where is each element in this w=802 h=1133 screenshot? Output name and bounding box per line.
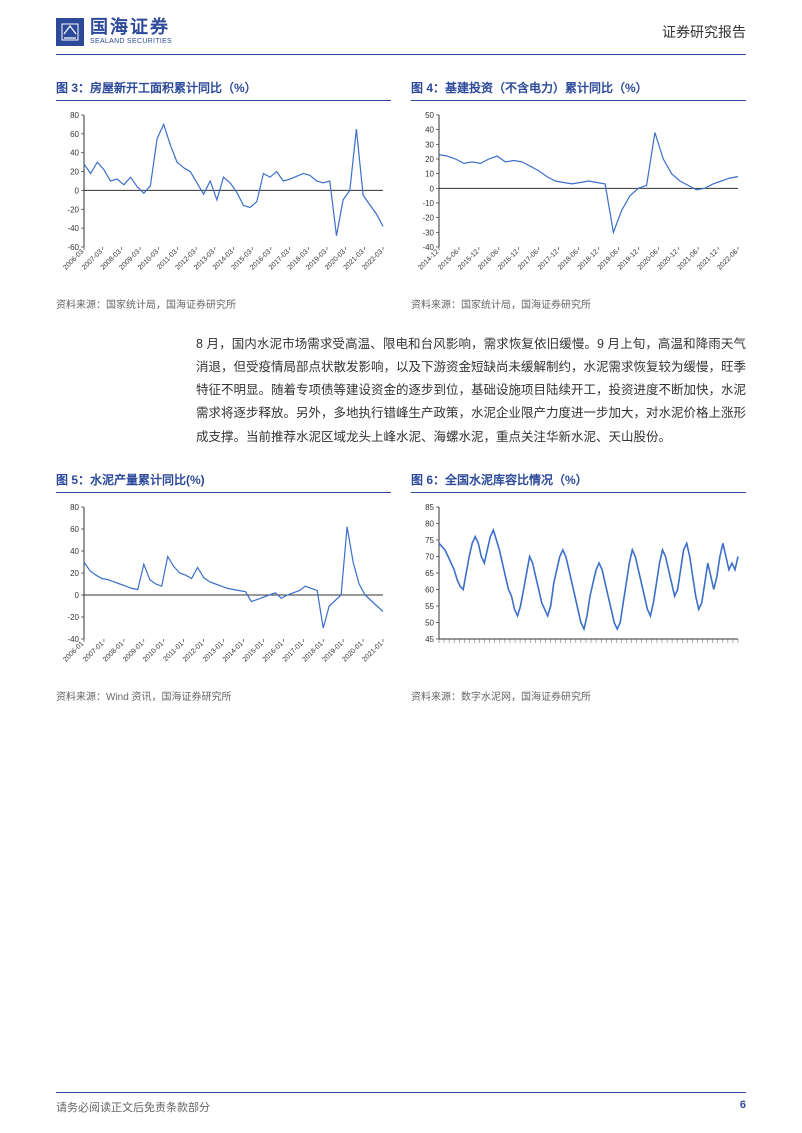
svg-text:2015-12: 2015-12 <box>457 248 480 271</box>
footer-disclaimer: 请务必阅读正文后免责条款部分 <box>56 1099 210 1115</box>
svg-text:0: 0 <box>430 184 435 193</box>
svg-text:60: 60 <box>70 525 79 534</box>
svg-text:85: 85 <box>425 503 434 512</box>
svg-text:2014-01: 2014-01 <box>222 640 245 663</box>
svg-text:60: 60 <box>425 585 434 594</box>
svg-text:2022-06: 2022-06 <box>716 248 739 271</box>
svg-text:2010-01: 2010-01 <box>142 640 165 663</box>
logo: 国海证券 SEALAND SECURITIES <box>56 18 172 46</box>
chart-3: 图 3：房屋新开工面积累计同比（%） -60-40-20020406080200… <box>56 79 391 311</box>
svg-text:50: 50 <box>425 111 434 120</box>
svg-text:2015-06: 2015-06 <box>437 248 460 271</box>
chart-6: 图 6：全国水泥库容比情况（%） 45 50 55 60 65 70 75 80 85 资料来源… <box>411 471 746 703</box>
svg-text:2018-12: 2018-12 <box>577 248 600 271</box>
svg-text:45: 45 <box>425 635 434 644</box>
svg-text:2012-01: 2012-01 <box>182 640 205 663</box>
svg-text:-20: -20 <box>422 214 434 223</box>
svg-text:2019-06: 2019-06 <box>597 248 620 271</box>
chart-5: 图 5：水泥产量累计同比(%) -40-200204060802006-0120… <box>56 471 391 703</box>
chart-4-source: 资料来源：国家统计局，国海证券研究所 <box>411 296 746 311</box>
page-header: 国海证券 SEALAND SECURITIES 证券研究报告 <box>0 0 802 54</box>
svg-text:2017-01: 2017-01 <box>282 640 305 663</box>
svg-text:2021-06: 2021-06 <box>676 248 699 271</box>
svg-text:40: 40 <box>70 149 79 158</box>
svg-text:2018-01: 2018-01 <box>301 640 324 663</box>
svg-text:2016-06: 2016-06 <box>477 248 500 271</box>
report-type: 证券研究报告 <box>662 22 746 42</box>
svg-text:2021-01: 2021-01 <box>361 640 384 663</box>
svg-text:40: 40 <box>425 126 434 135</box>
svg-text:2021-12: 2021-12 <box>696 248 719 271</box>
svg-text:2009-01: 2009-01 <box>122 640 145 663</box>
chart-6-svg: 45 50 55 60 65 70 75 80 85 <box>411 499 746 679</box>
svg-text:75: 75 <box>425 536 434 545</box>
svg-text:55: 55 <box>425 602 434 611</box>
svg-text:20: 20 <box>70 569 79 578</box>
page-footer: 请务必阅读正文后免责条款部分 6 <box>56 1092 746 1115</box>
logo-cn-text: 国海证券 <box>90 18 172 38</box>
chart-4-title: 图 4：基建投资（不含电力）累计同比（%） <box>411 79 746 101</box>
chart-3-svg: -60-40-200204060802006-032007-032008-032… <box>56 107 391 287</box>
svg-text:20: 20 <box>425 155 434 164</box>
svg-text:40: 40 <box>70 547 79 556</box>
svg-text:30: 30 <box>425 140 434 149</box>
chart-5-svg: -40-200204060802006-012007-012008-012009… <box>56 499 391 679</box>
svg-text:80: 80 <box>70 111 79 120</box>
footer-page-number: 6 <box>740 1099 746 1115</box>
svg-text:2015-01: 2015-01 <box>242 640 265 663</box>
svg-text:2022-03: 2022-03 <box>361 248 384 271</box>
charts-row-2: 图 5：水泥产量累计同比(%) -40-200204060802006-0120… <box>56 471 746 703</box>
svg-text:2017-06: 2017-06 <box>517 248 540 271</box>
svg-text:10: 10 <box>425 170 434 179</box>
svg-text:80: 80 <box>70 503 79 512</box>
chart-4-svg: -40-30-20-10010203040502014-122015-06201… <box>411 107 746 287</box>
chart-4: 图 4：基建投资（不含电力）累计同比（%） -40-30-20-10010203… <box>411 79 746 311</box>
svg-text:70: 70 <box>425 552 434 561</box>
svg-text:-20: -20 <box>67 613 79 622</box>
svg-text:80: 80 <box>425 519 434 528</box>
chart-3-title: 图 3：房屋新开工面积累计同比（%） <box>56 79 391 101</box>
svg-text:0: 0 <box>75 186 80 195</box>
svg-text:2013-01: 2013-01 <box>202 640 225 663</box>
svg-text:60: 60 <box>70 130 79 139</box>
svg-text:2020-01: 2020-01 <box>341 640 364 663</box>
svg-text:-10: -10 <box>422 199 434 208</box>
svg-text:20: 20 <box>70 168 79 177</box>
charts-row-1: 图 3：房屋新开工面积累计同比（%） -60-40-20020406080200… <box>56 79 746 311</box>
svg-text:2007-01: 2007-01 <box>82 640 105 663</box>
svg-text:2020-12: 2020-12 <box>656 248 679 271</box>
svg-text:2017-12: 2017-12 <box>537 248 560 271</box>
chart-3-source: 资料来源：国家统计局，国海证券研究所 <box>56 296 391 311</box>
svg-text:2019-01: 2019-01 <box>321 640 344 663</box>
body-paragraph: 8 月，国内水泥市场需求受高温、限电和台风影响，需求恢复依旧缓慢。9 月上旬，高… <box>196 333 746 449</box>
logo-en-text: SEALAND SECURITIES <box>90 38 172 46</box>
svg-text:50: 50 <box>425 618 434 627</box>
svg-text:2018-06: 2018-06 <box>557 248 580 271</box>
svg-text:2016-01: 2016-01 <box>262 640 285 663</box>
chart-5-title: 图 5：水泥产量累计同比(%) <box>56 471 391 493</box>
svg-text:0: 0 <box>75 591 80 600</box>
chart-5-source: 资料来源：Wind 资讯，国海证券研究所 <box>56 688 391 703</box>
svg-text:2019-12: 2019-12 <box>617 248 640 271</box>
svg-text:-40: -40 <box>67 224 79 233</box>
logo-icon <box>56 18 84 46</box>
svg-text:-20: -20 <box>67 205 79 214</box>
chart-6-source: 资料来源：数字水泥网，国海证券研究所 <box>411 688 746 703</box>
svg-text:65: 65 <box>425 569 434 578</box>
svg-text:2020-06: 2020-06 <box>637 248 660 271</box>
svg-text:2008-01: 2008-01 <box>102 640 125 663</box>
svg-text:-30: -30 <box>422 228 434 237</box>
chart-6-title: 图 6：全国水泥库容比情况（%） <box>411 471 746 493</box>
svg-text:2016-12: 2016-12 <box>497 248 520 271</box>
